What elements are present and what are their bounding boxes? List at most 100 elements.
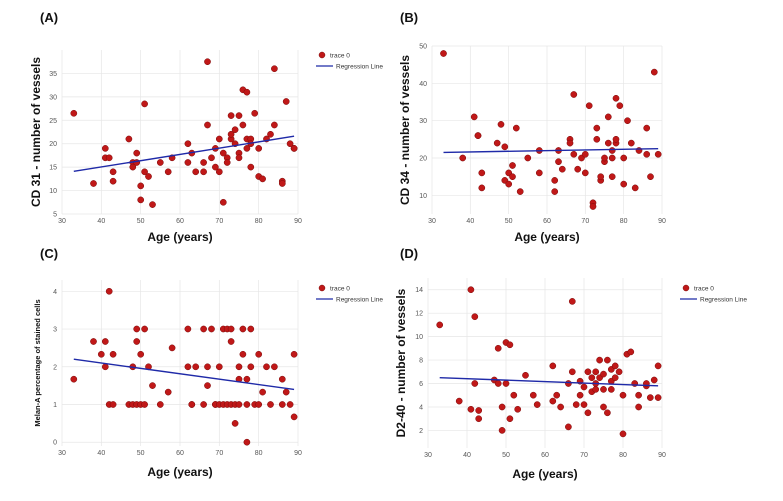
data-point bbox=[581, 169, 589, 177]
data-point bbox=[192, 168, 200, 176]
data-point bbox=[235, 401, 243, 408]
panel-d: (D) 30 40 50 60 70 80 90 2 4 6 8 10 12 14 Age (years) D2… bbox=[394, 246, 747, 481]
data-point bbox=[219, 149, 227, 157]
data-point bbox=[627, 139, 635, 147]
data-point bbox=[208, 325, 215, 333]
x-tick-label: 40 bbox=[466, 218, 474, 225]
data-point bbox=[509, 173, 516, 181]
data-point bbox=[608, 147, 616, 154]
x-axis-label: Age (years) bbox=[512, 467, 577, 481]
data-point bbox=[624, 117, 631, 125]
data-point bbox=[278, 180, 286, 187]
data-point bbox=[188, 401, 196, 408]
data-point bbox=[184, 363, 192, 371]
data-point bbox=[141, 401, 148, 408]
data-point bbox=[125, 135, 133, 143]
data-point bbox=[650, 376, 658, 384]
data-point bbox=[494, 344, 502, 352]
data-point bbox=[601, 154, 608, 162]
data-point bbox=[607, 386, 615, 393]
x-tick-label: 50 bbox=[137, 218, 145, 225]
data-point bbox=[255, 401, 263, 408]
panel-label: (B) bbox=[400, 10, 418, 25]
data-point bbox=[600, 370, 607, 378]
y-axis-label: CD 31 - number of vessels bbox=[29, 57, 43, 207]
data-point bbox=[239, 350, 247, 358]
data-point bbox=[247, 325, 255, 333]
data-point bbox=[70, 375, 78, 383]
data-point bbox=[600, 403, 607, 411]
data-point bbox=[566, 139, 574, 147]
data-point bbox=[97, 350, 105, 358]
x-tick-label: 60 bbox=[176, 218, 184, 225]
data-point bbox=[643, 124, 651, 132]
data-point bbox=[200, 325, 207, 333]
data-point bbox=[565, 380, 572, 387]
data-point bbox=[200, 401, 207, 408]
data-point bbox=[247, 163, 255, 171]
data-point bbox=[109, 168, 117, 176]
data-point bbox=[646, 394, 654, 401]
data-point bbox=[620, 180, 628, 188]
x-tick-label: 40 bbox=[97, 218, 105, 225]
data-point bbox=[105, 154, 113, 162]
data-point bbox=[604, 139, 612, 147]
data-point bbox=[580, 401, 588, 408]
data-point bbox=[215, 135, 223, 143]
data-point bbox=[570, 150, 578, 158]
y-tick-label: 6 bbox=[419, 381, 423, 388]
data-point bbox=[243, 401, 251, 408]
y-tick-label: 20 bbox=[419, 156, 427, 163]
data-point bbox=[133, 149, 141, 157]
data-point bbox=[235, 154, 243, 162]
data-point bbox=[647, 173, 654, 181]
data-point bbox=[204, 382, 211, 389]
y-tick-label: 10 bbox=[419, 193, 427, 200]
x-tick-label: 50 bbox=[137, 450, 145, 457]
data-point bbox=[70, 109, 78, 117]
data-point bbox=[109, 350, 117, 358]
data-point bbox=[467, 405, 475, 413]
data-point bbox=[243, 88, 251, 96]
data-point bbox=[494, 380, 502, 387]
data-point bbox=[212, 163, 219, 171]
y-tick-label: 4 bbox=[53, 289, 57, 296]
x-tick-label: 70 bbox=[215, 218, 223, 225]
x-tick-label: 60 bbox=[176, 450, 184, 457]
data-point bbox=[243, 438, 251, 446]
x-axis-label: Age (years) bbox=[514, 230, 579, 244]
data-point bbox=[109, 401, 117, 408]
y-tick-label: 5 bbox=[53, 212, 57, 219]
data-point bbox=[635, 403, 642, 411]
data-point bbox=[627, 348, 635, 356]
data-point bbox=[271, 65, 278, 73]
y-tick-label: 30 bbox=[49, 94, 57, 101]
y-tick-label: 10 bbox=[49, 188, 57, 195]
data-point bbox=[164, 388, 172, 396]
data-point bbox=[535, 169, 543, 177]
y-tick-label: 25 bbox=[49, 118, 57, 125]
data-point bbox=[631, 184, 639, 192]
regression-line bbox=[443, 147, 659, 154]
data-point bbox=[133, 338, 141, 345]
x-tick-label: 50 bbox=[505, 218, 513, 225]
x-tick-label: 80 bbox=[255, 218, 263, 225]
data-point bbox=[471, 313, 479, 321]
panel-label: (D) bbox=[400, 246, 418, 261]
data-point bbox=[505, 180, 513, 188]
y-tick-label: 20 bbox=[49, 141, 57, 148]
data-point bbox=[574, 165, 582, 173]
x-tick-label: 90 bbox=[294, 450, 302, 457]
data-point bbox=[593, 124, 601, 132]
y-tick-label: 12 bbox=[415, 311, 423, 318]
data-point bbox=[290, 145, 298, 152]
data-point bbox=[141, 100, 148, 108]
data-point bbox=[549, 362, 557, 370]
data-point bbox=[558, 165, 566, 173]
legend: trace 0 Regression Line bbox=[316, 51, 383, 71]
x-tick-label: 60 bbox=[541, 452, 549, 459]
regression-line bbox=[439, 376, 659, 387]
data-point bbox=[497, 121, 505, 128]
data-point bbox=[235, 363, 243, 371]
